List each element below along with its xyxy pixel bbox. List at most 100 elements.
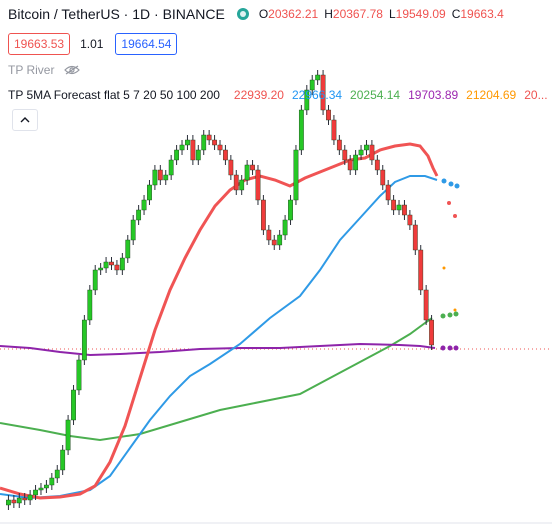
candle-body xyxy=(98,267,104,271)
ohlc-value: 19549.09 xyxy=(395,7,446,21)
ohlc-value: 19663.4 xyxy=(460,7,504,21)
candle-body xyxy=(418,249,424,291)
candle-body xyxy=(109,261,114,266)
indicator-river[interactable]: TP River xyxy=(8,63,81,77)
collapse-legend-button[interactable] xyxy=(12,109,38,131)
forecast-dot xyxy=(454,183,460,189)
candle-body xyxy=(255,169,261,201)
ma-purple-line xyxy=(0,342,436,357)
forecast-dot xyxy=(447,345,453,351)
forecast-dot xyxy=(453,308,457,312)
forecast-dot xyxy=(447,201,451,205)
candle-body xyxy=(336,139,342,151)
forecast-value: 20... xyxy=(524,88,548,102)
candle-body xyxy=(347,159,353,171)
candle-body xyxy=(16,497,22,504)
candle-body xyxy=(152,169,158,186)
candle-body xyxy=(195,149,201,161)
candle-body xyxy=(315,74,321,81)
forecast-dot xyxy=(441,178,447,184)
candle-body xyxy=(407,214,413,226)
forecast-dot xyxy=(447,312,453,318)
candle-body xyxy=(76,359,82,391)
ma-green-line xyxy=(0,317,433,442)
spread-value: 1.01 xyxy=(80,37,104,51)
indicator-forecast[interactable]: TP 5MA Forecast flat 5 7 20 50 100 200 2… xyxy=(8,88,552,102)
candle-body xyxy=(157,169,163,181)
candle-body xyxy=(49,477,55,486)
candle-body xyxy=(217,144,223,151)
candle-body xyxy=(33,489,38,496)
candle-body xyxy=(185,139,190,146)
forecast-dot xyxy=(442,266,446,270)
candle-body xyxy=(304,89,310,111)
candle-body xyxy=(271,239,277,246)
candle-body xyxy=(179,144,185,151)
candle-body xyxy=(114,264,120,271)
candle-body xyxy=(228,159,234,176)
candle-body xyxy=(92,269,98,291)
candle-body xyxy=(282,219,288,236)
ohlc-value: 20367.78 xyxy=(332,7,383,21)
candle-body xyxy=(147,184,152,201)
market-status-icon[interactable] xyxy=(236,8,249,20)
candle-body xyxy=(320,74,326,111)
candle-body xyxy=(261,199,266,231)
chevron-up-icon xyxy=(20,117,30,123)
candle-body xyxy=(163,174,169,181)
forecast-values: 22939.20 22966.34 20254.14 19703.89 21204.69… xyxy=(234,88,552,102)
ohlc-value: 20362.21 xyxy=(268,7,319,21)
candle-body xyxy=(331,119,337,141)
candle-body xyxy=(396,204,402,211)
candle-body xyxy=(65,419,71,451)
candle-body xyxy=(103,261,109,269)
candle-body xyxy=(391,199,396,211)
candle-body xyxy=(223,149,228,161)
forecast-dot xyxy=(453,345,459,351)
candle-body xyxy=(125,239,131,259)
ma-blue-line xyxy=(0,175,438,500)
candle-body xyxy=(38,487,44,491)
candle-body xyxy=(402,204,407,216)
candle-body xyxy=(54,469,60,479)
candle-body xyxy=(190,139,196,161)
candle-body xyxy=(380,169,386,186)
candle-body xyxy=(27,494,33,501)
sell-price-box[interactable]: 19663.53 xyxy=(8,33,71,55)
candle-body xyxy=(71,389,76,421)
candles-group xyxy=(6,70,434,510)
candle-body xyxy=(119,257,125,271)
candle-body xyxy=(288,199,293,221)
forecast-dot xyxy=(448,181,454,187)
candle-body xyxy=(250,164,255,171)
candle-body xyxy=(369,144,375,161)
candle-body xyxy=(298,109,304,151)
ma-red-line xyxy=(0,142,439,500)
river-indicator-name: TP River xyxy=(8,63,55,77)
forecast-value: 21204.69 xyxy=(466,88,517,102)
candle-body xyxy=(412,224,418,251)
candle-body xyxy=(212,139,217,146)
ohlc-label: O xyxy=(258,7,269,21)
candle-body xyxy=(206,134,212,141)
candle-body xyxy=(87,289,93,321)
forecast-dot xyxy=(440,345,446,351)
symbol-title[interactable]: Bitcoin / TetherUS · 1D · BINANCE xyxy=(8,6,225,22)
forecast-indicator-name: TP 5MA Forecast flat 5 7 20 50 100 200 xyxy=(8,88,220,102)
candle-body xyxy=(326,109,331,121)
candle-body xyxy=(136,209,142,221)
price-row: 19663.53 1.01 19664.54 xyxy=(8,33,178,55)
candle-body xyxy=(429,319,434,346)
buy-price-box[interactable]: 19664.54 xyxy=(115,33,178,55)
symbol-header: Bitcoin / TetherUS · 1D · BINANCE O 20362… xyxy=(8,6,510,22)
candle-body xyxy=(168,159,174,176)
candle-body xyxy=(342,149,348,161)
forecast-dot xyxy=(453,311,459,317)
candle-body xyxy=(374,159,380,171)
ohlc-label: C xyxy=(451,7,461,21)
ohlc-values: O 20362.21 H 20367.78 L 19549.09 C 19663.4 xyxy=(259,7,510,21)
candle-body xyxy=(385,184,391,201)
eye-hidden-icon[interactable] xyxy=(64,65,81,75)
forecast-dot xyxy=(440,313,446,319)
